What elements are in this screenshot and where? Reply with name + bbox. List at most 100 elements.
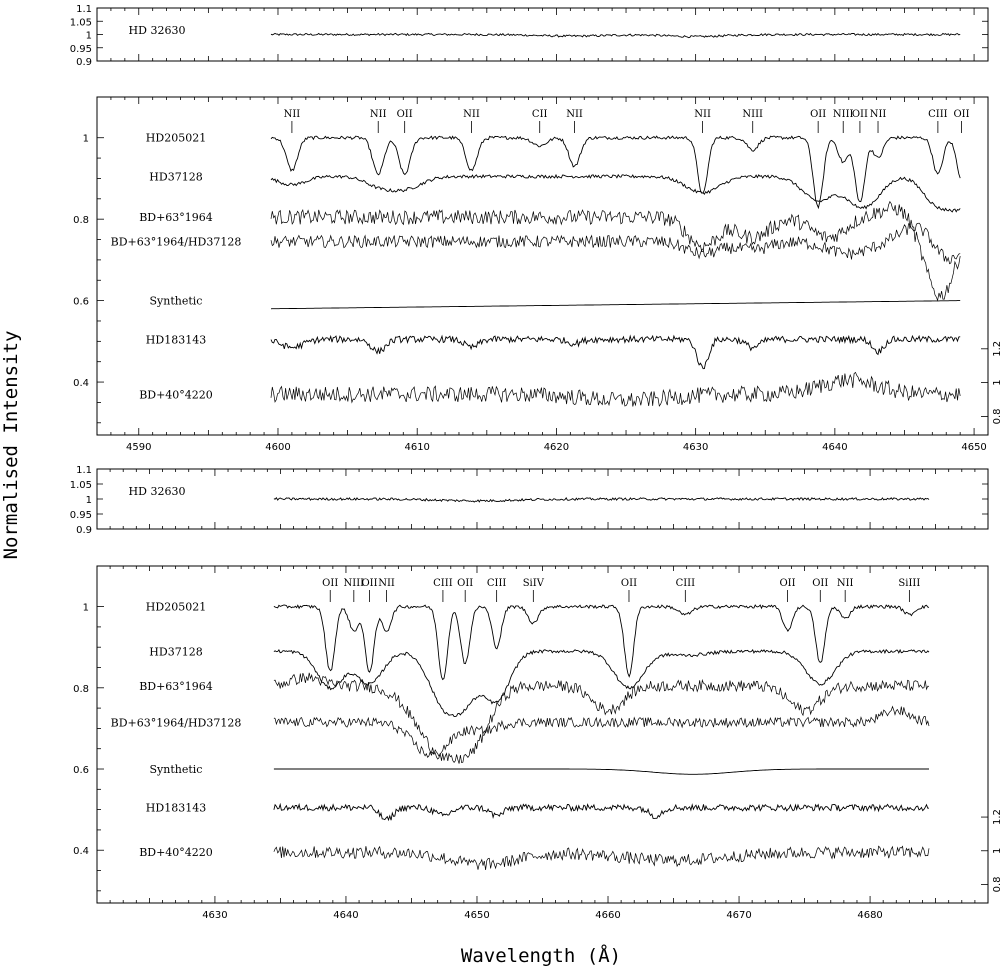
series-label-synthetic: Synthetic xyxy=(150,763,203,776)
y-tick-label: 0.4 xyxy=(73,378,89,389)
ion-label-ciii: CIII xyxy=(928,109,948,120)
right-y-tick-label: 0.8 xyxy=(992,877,1002,893)
x-tick-label: 4670 xyxy=(726,910,751,921)
series-label-bd-63-1964-hd37128: BD+63°1964/HD37128 xyxy=(111,236,242,249)
right-y-tick-label: 1 xyxy=(992,379,1002,385)
series-label-hd37128: HD37128 xyxy=(149,645,202,658)
series-label-bd-40-4220: BD+40°4220 xyxy=(139,388,213,401)
series-label-bd-63-1964: BD+63°1964 xyxy=(139,680,213,693)
series-label-bd-63-1964: BD+63°1964 xyxy=(139,211,213,224)
spectrum-hd37128 xyxy=(270,173,961,213)
y-tick-label: 0.9 xyxy=(76,57,92,68)
y-tick-label: 0.8 xyxy=(73,684,89,695)
spectrum-hd-32630 xyxy=(273,497,930,503)
y-tick-label: 1 xyxy=(83,134,89,145)
spectrum-bd-63-1964 xyxy=(270,200,961,302)
ion-label-nii: NII xyxy=(566,109,583,120)
y-tick-label: 0.8 xyxy=(73,215,89,226)
series-label-bd-63-1964-hd37128: BD+63°1964/HD37128 xyxy=(111,716,242,729)
x-axis-label: Wavelength (Å) xyxy=(461,944,621,967)
y-axis-label: Normalised Intensity xyxy=(0,331,22,560)
series-label-hd-32630: HD 32630 xyxy=(129,24,186,37)
ion-label-nii: NII xyxy=(378,578,395,589)
panel-lower-spectrum: 4630 4640 4650 4660 4670 4680 0.4 0.6 0.8 1 0.8 1 1.… xyxy=(73,565,1002,921)
ion-label-nii: NII xyxy=(463,109,480,120)
spectrum-synthetic xyxy=(270,300,961,310)
x-tick-label: 4650 xyxy=(464,910,489,921)
ion-label-siiv: SiIV xyxy=(523,578,545,589)
spectrum-bd-63-1964-hd37128 xyxy=(270,222,961,265)
series-label-hd37128: HD37128 xyxy=(149,170,202,183)
panel-lower-strip: 1.1 1.05 1 0.95 0.9 HD 32630 xyxy=(70,465,989,536)
x-tick-label: 4620 xyxy=(544,442,569,453)
spectrum-hd205021 xyxy=(270,135,961,210)
series-label-hd-32630: HD 32630 xyxy=(129,485,186,498)
x-tick-label: 4640 xyxy=(822,442,847,453)
spectrum-bd-40-4220 xyxy=(270,371,961,407)
right-y-tick-label: 1.2 xyxy=(992,809,1002,825)
spectrum-hd-32630 xyxy=(270,32,961,39)
ion-label-oii: OII xyxy=(852,109,868,120)
y-tick-label: 1.05 xyxy=(70,480,92,491)
x-tick-label: 4650 xyxy=(961,442,986,453)
ion-label-nii: NII xyxy=(837,578,854,589)
y-tick-label: 1.05 xyxy=(70,17,92,28)
series-label-hd183143: HD183143 xyxy=(146,802,206,815)
y-tick-label: 1.1 xyxy=(76,465,92,476)
spectrum-synthetic xyxy=(273,768,929,775)
x-tick-label: 4630 xyxy=(202,910,227,921)
ion-label-nii: NII xyxy=(694,109,711,120)
panel-upper-spectrum: 4590 4600 4610 4620 4630 4640 4650 0.4 0.6 0.8 1 0.… xyxy=(73,96,1002,453)
series-label-bd-40-4220: BD+40°4220 xyxy=(139,846,213,859)
series-label-hd205021: HD205021 xyxy=(146,132,206,145)
y-tick-label: 0.95 xyxy=(70,44,92,55)
ion-label-ciii: CIII xyxy=(676,578,696,589)
plot-frame xyxy=(96,96,989,436)
ion-label-niii: NIII xyxy=(344,578,365,589)
spectrum-bd-63-1964-hd37128 xyxy=(273,705,930,758)
ion-label-niii: NIII xyxy=(742,109,763,120)
ion-label-ciii: CIII xyxy=(487,578,507,589)
y-tick-label: 1 xyxy=(83,603,89,614)
right-y-tick-label: 1.2 xyxy=(992,341,1002,357)
spectrum-hd37128 xyxy=(273,648,930,718)
x-tick-label: 4610 xyxy=(404,442,429,453)
y-tick-label: 0.4 xyxy=(73,846,89,857)
ion-label-oii: OII xyxy=(397,109,413,120)
ion-label-oii: OII xyxy=(812,578,828,589)
ion-label-oii: OII xyxy=(779,578,795,589)
spectrum-hd183143 xyxy=(273,802,930,822)
ion-label-nii: NII xyxy=(370,109,387,120)
ion-label-oii: OII xyxy=(621,578,637,589)
y-tick-label: 0.9 xyxy=(76,525,92,536)
ion-label-oii: OII xyxy=(457,578,473,589)
x-tick-label: 4660 xyxy=(595,910,620,921)
spectrum-hd205021 xyxy=(273,604,930,681)
x-tick-label: 4600 xyxy=(265,442,290,453)
ion-label-oii: OII xyxy=(810,109,826,120)
x-tick-label: 4630 xyxy=(683,442,708,453)
x-tick-label: 4590 xyxy=(126,442,151,453)
series-label-hd205021: HD205021 xyxy=(146,601,206,614)
ion-label-cii: CII xyxy=(532,109,548,120)
y-tick-label: 1 xyxy=(86,31,92,42)
series-label-hd183143: HD183143 xyxy=(146,333,206,346)
y-tick-label: 1 xyxy=(86,495,92,506)
spectrum-bd-63-1964 xyxy=(273,672,930,764)
y-tick-label: 1.1 xyxy=(76,4,92,15)
plot-frame xyxy=(96,565,989,904)
ion-label-oii: OII xyxy=(322,578,338,589)
ion-label-siiii: SiIII xyxy=(898,578,920,589)
ion-label-oii: OII xyxy=(953,109,969,120)
ion-label-niii: NIII xyxy=(833,109,854,120)
y-tick-label: 0.6 xyxy=(73,765,89,776)
y-tick-label: 0.6 xyxy=(73,297,89,308)
right-y-tick-label: 1 xyxy=(992,848,1002,854)
x-tick-label: 4680 xyxy=(857,910,882,921)
x-tick-label: 4640 xyxy=(333,910,358,921)
right-y-tick-label: 0.8 xyxy=(992,408,1002,424)
spectrum-bd-40-4220 xyxy=(273,845,930,870)
spectrum-hd183143 xyxy=(270,334,961,370)
series-label-synthetic: Synthetic xyxy=(150,295,203,308)
